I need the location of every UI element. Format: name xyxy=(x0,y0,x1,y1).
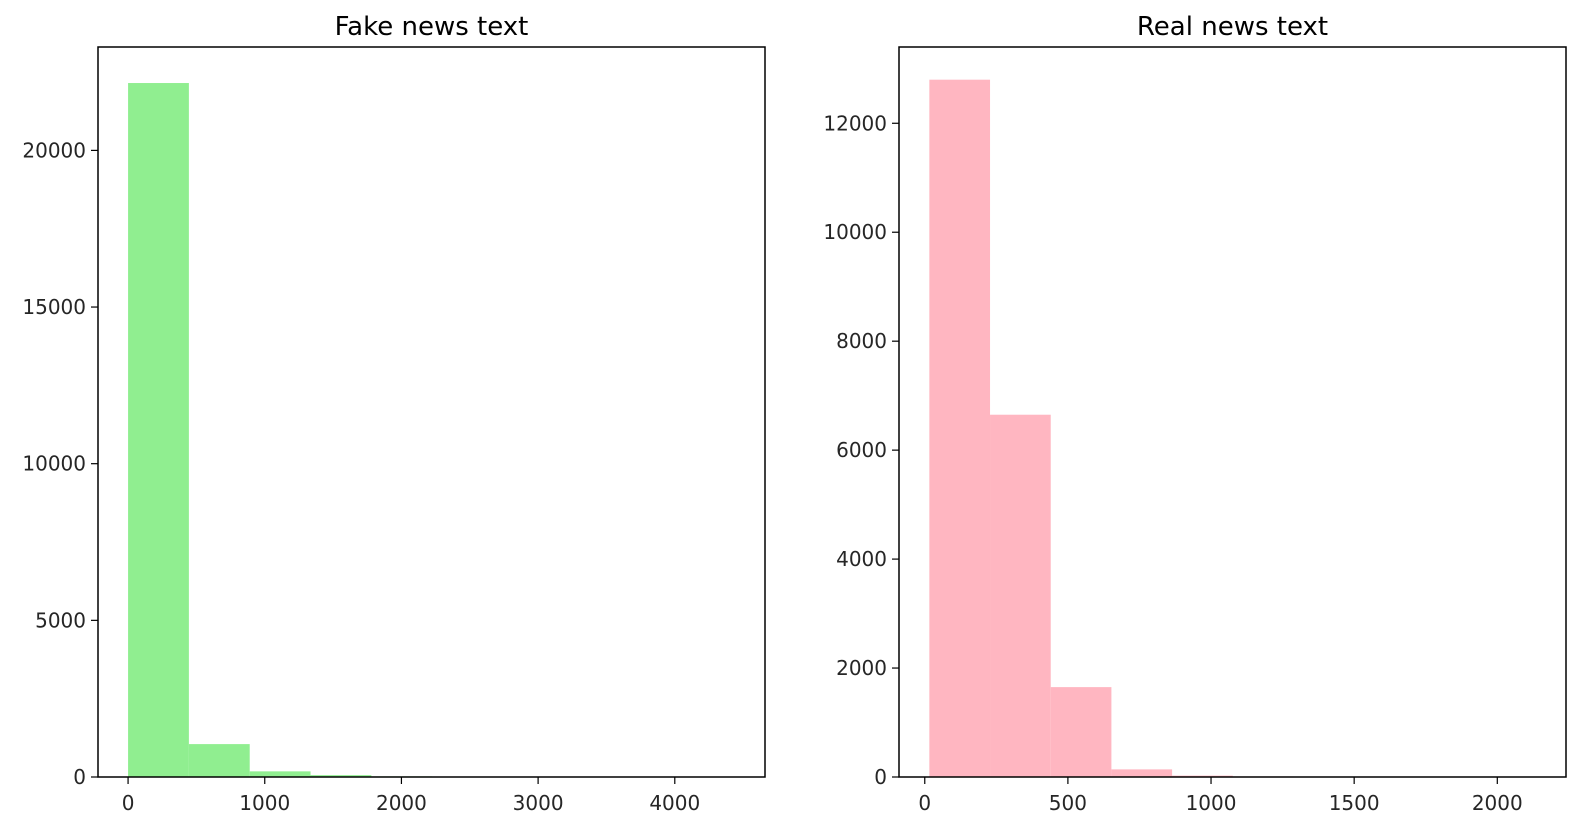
x-tick-label: 3000 xyxy=(513,791,564,815)
axes-frame xyxy=(97,46,766,778)
histogram-bar xyxy=(990,414,1051,777)
x-tick-label: 1000 xyxy=(239,791,290,815)
x-tick-label: 4000 xyxy=(649,791,700,815)
y-axis-ticks: 0 5000 10000 15000 20000 xyxy=(22,138,98,789)
histogram-bar xyxy=(128,83,189,778)
axes-frame xyxy=(898,46,1567,778)
x-tick-label: 500 xyxy=(1049,791,1087,815)
bars-group xyxy=(128,83,737,778)
y-tick-label: 6000 xyxy=(836,438,887,462)
x-tick-label: 0 xyxy=(918,791,931,815)
x-axis-ticks: 0 500 1000 1500 2000 xyxy=(918,777,1523,815)
x-tick-label: 2000 xyxy=(376,791,427,815)
y-tick-label: 0 xyxy=(73,765,86,789)
x-tick-label: 2000 xyxy=(1472,791,1523,815)
x-tick-label: 0 xyxy=(122,791,135,815)
y-tick-label: 4000 xyxy=(836,547,887,571)
histogram-bar xyxy=(1050,687,1112,777)
chart-title: Real news text xyxy=(1137,12,1328,42)
y-tick-label: 10000 xyxy=(22,452,86,476)
x-axis-ticks: 0 1000 2000 3000 4000 xyxy=(122,777,700,815)
y-axis-ticks: 0 2000 4000 6000 8000 10000 12000 xyxy=(823,111,899,789)
histogram-bar xyxy=(188,744,250,777)
bars-group xyxy=(929,79,1537,777)
y-tick-label: 0 xyxy=(874,765,887,789)
y-tick-label: 20000 xyxy=(22,138,86,162)
histogram-bar xyxy=(310,775,372,777)
y-tick-label: 8000 xyxy=(836,329,887,353)
fake-news-histogram: Fake news text 0 1000 2000 3000 4000 0 5000 10… xyxy=(22,12,766,815)
histogram-bar xyxy=(249,771,311,777)
histogram-bar xyxy=(1111,769,1173,777)
y-tick-label: 12000 xyxy=(823,111,887,135)
histogram-bar xyxy=(929,79,991,777)
real-news-histogram: Real news text 0 500 1000 1500 2000 0 2000 400… xyxy=(823,12,1567,815)
y-tick-label: 5000 xyxy=(35,608,86,632)
y-tick-label: 2000 xyxy=(836,656,887,680)
y-tick-label: 15000 xyxy=(22,295,86,319)
chart-title: Fake news text xyxy=(335,12,529,42)
y-tick-label: 10000 xyxy=(823,220,887,244)
x-tick-label: 1500 xyxy=(1329,791,1380,815)
x-tick-label: 1000 xyxy=(1186,791,1237,815)
